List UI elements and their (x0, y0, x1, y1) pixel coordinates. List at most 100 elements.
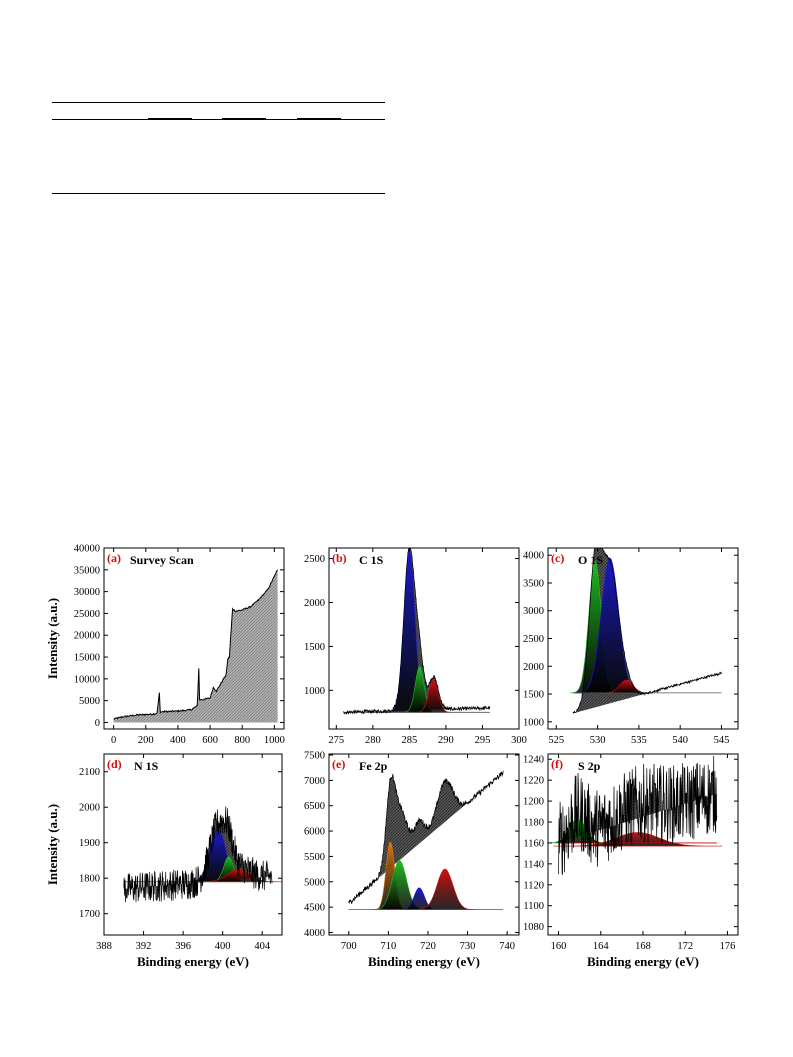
y-tick-label: 2000 (79, 803, 100, 814)
chart-panel-5: 160 164 168 172 176 1080 1100 1120 1140 1160 1180 1… (523, 753, 739, 969)
x-tick-label: 280 (365, 735, 381, 746)
plot-area-4 (348, 770, 504, 911)
x-tick-label: 740 (499, 941, 515, 952)
y-tick-label: 2500 (304, 554, 325, 565)
x-tick-label: 400 (215, 941, 231, 952)
panel-letter: (f) (551, 757, 563, 771)
panel-title: C 1S (359, 553, 384, 567)
panel-letter: (e) (332, 757, 345, 771)
peak-component-3 (413, 868, 477, 910)
chart-panel-3: 388 392 396 400 404 1700 1800 1900 2000 2100 (d) N … (45, 753, 283, 969)
y-axis-label: Intensity (a.u.) (45, 804, 60, 885)
y-tick-label: 1240 (523, 755, 544, 766)
y-tick-label: 25000 (74, 609, 100, 620)
y-tick-label: 1120 (523, 880, 544, 891)
y-tick-label: 1700 (79, 909, 100, 920)
y-tick-label: 4000 (304, 928, 325, 939)
y-tick-label: 1140 (523, 859, 544, 870)
y-tick-label: 1500 (304, 642, 325, 653)
y-tick-label: 5000 (79, 696, 100, 707)
axes-frame (328, 753, 520, 936)
x-tick-label: 295 (475, 735, 491, 746)
y-tick-label: 7500 (304, 751, 325, 762)
survey-line (113, 569, 278, 720)
y-tick-label: 4500 (304, 903, 325, 914)
y-tick-label: 5000 (304, 877, 325, 888)
chart-panel-4: 700 710 720 730 740 4000 4500 5000 5500 6000 6500 7… (304, 751, 520, 969)
x-tick-label: 525 (548, 735, 564, 746)
y-tick-label: 40000 (74, 544, 100, 555)
y-tick-label: 1220 (523, 776, 544, 787)
y-tick-label: 15000 (74, 653, 100, 664)
panel-title: Fe 2p (359, 759, 388, 773)
table-col-rule-1 (148, 118, 192, 120)
x-tick-label: 396 (175, 941, 191, 952)
x-tick-label: 160 (551, 941, 567, 952)
raw-data-line (343, 548, 491, 716)
x-tick-label: 172 (677, 941, 693, 952)
table-header-rule (52, 119, 385, 120)
y-tick-label: 3500 (523, 578, 544, 589)
panel-letter: (a) (107, 551, 121, 565)
y-tick-label: 2100 (79, 767, 100, 778)
panel-letter: (b) (332, 551, 347, 565)
axes-frame (328, 547, 520, 730)
y-tick-label: 5500 (304, 852, 325, 863)
x-tick-label: 540 (672, 735, 688, 746)
y-tick-label: 20000 (74, 631, 100, 642)
x-tick-label: 200 (138, 735, 154, 746)
panel-title: O 1S (578, 553, 603, 567)
y-tick-label: 35000 (74, 565, 100, 576)
y-tick-label: 3000 (523, 606, 544, 617)
raw-data-line (558, 755, 718, 875)
raw-data-line (123, 806, 273, 903)
y-tick-label: 1080 (523, 922, 544, 933)
y-tick-label: 1000 (523, 717, 544, 728)
x-tick-label: 530 (590, 735, 606, 746)
x-tick-label: 1000 (264, 735, 285, 746)
x-tick-label: 720 (420, 941, 436, 952)
raw-data-line (348, 770, 504, 905)
x-axis-label: Binding energy (eV) (368, 954, 480, 969)
axes-frame (103, 753, 283, 936)
survey-area (113, 569, 278, 723)
x-tick-label: 176 (720, 941, 736, 952)
panel-title: Survey Scan (130, 553, 194, 567)
table-col-rule-2 (222, 118, 266, 120)
y-tick-label: 1800 (79, 874, 100, 885)
y-tick-label: 1900 (79, 838, 100, 849)
table-col-rule-3 (297, 118, 341, 120)
x-tick-label: 0 (111, 735, 116, 746)
y-tick-label: 1200 (523, 797, 544, 808)
x-tick-label: 535 (631, 735, 647, 746)
plot-area-3 (123, 806, 282, 903)
y-axis-label: Intensity (a.u.) (45, 598, 60, 679)
y-tick-label: 7000 (304, 776, 325, 787)
x-tick-label: 400 (170, 735, 186, 746)
x-tick-label: 275 (328, 735, 344, 746)
y-tick-label: 1100 (523, 901, 544, 912)
chart-panel-0: 0 200 400 600 800 100005000100001500020000250… (45, 544, 285, 747)
x-tick-label: 710 (381, 941, 397, 952)
x-tick-label: 700 (341, 941, 357, 952)
x-tick-label: 392 (136, 941, 152, 952)
y-tick-label: 2500 (523, 634, 544, 645)
panel-letter: (d) (107, 757, 122, 771)
table-top-rule (52, 102, 385, 103)
x-tick-label: 800 (234, 735, 250, 746)
x-tick-label: 404 (254, 941, 271, 952)
panel-letter: (c) (551, 551, 564, 565)
table-bottom-rule (52, 193, 385, 194)
panel-title: S 2p (578, 759, 601, 773)
y-tick-label: 1160 (523, 838, 544, 849)
x-tick-label: 300 (511, 735, 527, 746)
x-tick-label: 285 (402, 735, 418, 746)
background-area (343, 548, 490, 714)
y-tick-label: 4000 (523, 551, 544, 562)
chart-panel-1: 275 280 285 290 295 300 1000 1500 2000 2500 (b) C 1… (304, 547, 527, 746)
y-tick-label: 1000 (304, 686, 325, 697)
x-tick-label: 600 (202, 735, 218, 746)
y-tick-label: 0 (95, 718, 100, 729)
chart-panel-2: 525 530 535 540 545 1000 1500 2000 2500 3000 3500 4… (523, 547, 739, 746)
